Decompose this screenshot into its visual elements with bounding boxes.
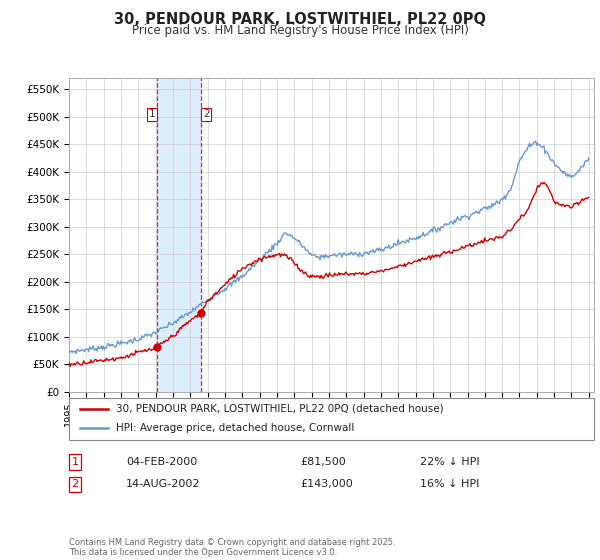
Text: 30, PENDOUR PARK, LOSTWITHIEL, PL22 0PQ: 30, PENDOUR PARK, LOSTWITHIEL, PL22 0PQ bbox=[114, 12, 486, 27]
Text: 14-AUG-2002: 14-AUG-2002 bbox=[126, 479, 200, 489]
Text: 30, PENDOUR PARK, LOSTWITHIEL, PL22 0PQ (detached house): 30, PENDOUR PARK, LOSTWITHIEL, PL22 0PQ … bbox=[116, 404, 444, 414]
Text: Price paid vs. HM Land Registry's House Price Index (HPI): Price paid vs. HM Land Registry's House … bbox=[131, 24, 469, 36]
Text: 04-FEB-2000: 04-FEB-2000 bbox=[126, 457, 197, 467]
Text: 2: 2 bbox=[203, 109, 209, 119]
Text: 22% ↓ HPI: 22% ↓ HPI bbox=[420, 457, 479, 467]
Text: 1: 1 bbox=[149, 109, 155, 119]
Text: £81,500: £81,500 bbox=[300, 457, 346, 467]
Text: Contains HM Land Registry data © Crown copyright and database right 2025.
This d: Contains HM Land Registry data © Crown c… bbox=[69, 538, 395, 557]
Text: £143,000: £143,000 bbox=[300, 479, 353, 489]
Bar bbox=[157, 78, 201, 392]
Text: 1: 1 bbox=[71, 457, 79, 467]
Text: 2: 2 bbox=[71, 479, 79, 489]
FancyBboxPatch shape bbox=[69, 398, 594, 440]
Text: HPI: Average price, detached house, Cornwall: HPI: Average price, detached house, Corn… bbox=[116, 423, 355, 433]
Text: 16% ↓ HPI: 16% ↓ HPI bbox=[420, 479, 479, 489]
